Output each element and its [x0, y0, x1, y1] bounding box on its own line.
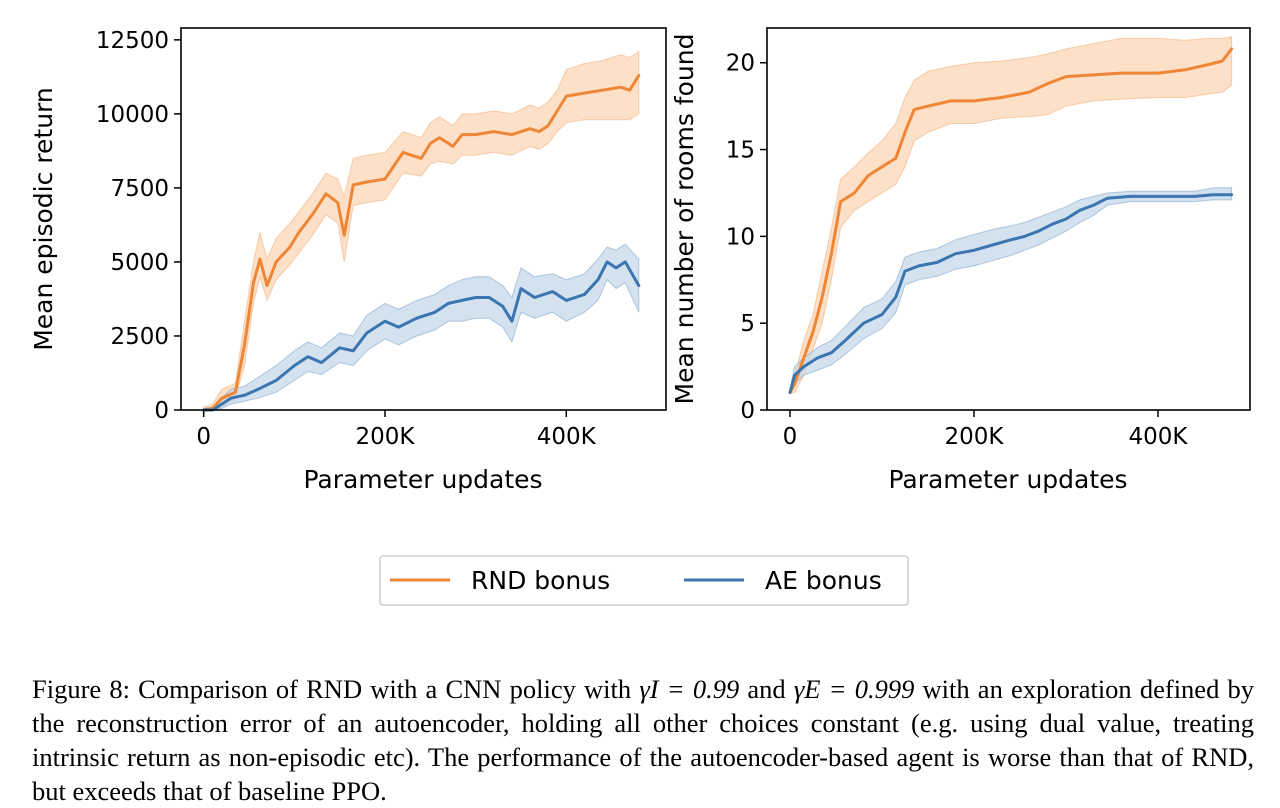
figure-caption: Figure 8: Comparison of RND with a CNN p… [32, 672, 1254, 808]
rooms-ytick-label: 10 [726, 224, 755, 250]
return-ae-bonus-line [202, 260, 641, 412]
legend-box [379, 555, 909, 606]
rooms-ae-bonus-line [788, 193, 1234, 395]
caption-gamma-e: γE = 0.999 [793, 674, 915, 704]
return-xtick-label: 200K [355, 424, 415, 450]
rooms-ytick-label: 0 [740, 398, 755, 424]
caption-mid: and [739, 674, 794, 704]
return-ytick-label: 0 [154, 398, 169, 424]
caption-gamma-i: γI = 0.99 [639, 674, 740, 704]
rooms-ticks: 0 200K 400K 0 5 10 15 20 [726, 51, 1189, 450]
return-ticks: 0 200K 400K 0 2500 5000 7500 10000 12500 [96, 28, 597, 450]
legend: RND bonus AE bonus [379, 555, 909, 606]
caption-suffix: with an exploration defined by the recon… [32, 674, 1255, 806]
rooms-ytick-label: 15 [726, 138, 755, 164]
legend-rnd-label: RND bonus [471, 566, 610, 595]
rooms-xlabel: Parameter updates [888, 465, 1127, 494]
caption-prefix: Figure 8: Comparison of RND with a CNN p… [32, 674, 640, 704]
legend-ae-label: AE bonus [765, 566, 882, 595]
return-xtick-label: 0 [196, 424, 211, 450]
return-chart: 0 200K 400K 0 2500 5000 7500 10000 12500 Paramet… [29, 27, 667, 494]
rooms-chart: 0 200K 400K 0 5 10 15 20 Parameter updates Mean… [670, 27, 1251, 494]
return-lines [202, 73, 641, 412]
return-rnd-bonus-line [202, 73, 641, 412]
return-ae-bonus-band [203, 243, 640, 411]
rooms-ytick-label: 20 [726, 51, 755, 77]
rooms-rnd-bonus-band [789, 36, 1233, 394]
return-ytick-label: 10000 [96, 102, 169, 128]
return-xtick-label: 400K [537, 424, 597, 450]
return-ylabel: Mean episodic return [29, 87, 58, 351]
return-ytick-label: 7500 [110, 176, 169, 202]
rooms-lines [788, 47, 1234, 395]
return-ytick-label: 12500 [96, 28, 169, 54]
return-ytick-label: 2500 [110, 324, 169, 350]
rooms-ylabel: Mean number of rooms found [670, 34, 699, 405]
return-ytick-label: 5000 [110, 250, 169, 276]
return-xlabel: Parameter updates [303, 465, 542, 494]
rooms-xtick-label: 400K [1129, 424, 1189, 450]
rooms-bands [789, 36, 1233, 394]
rooms-ae-bonus-band [789, 187, 1233, 393]
figure: 0 200K 400K 0 2500 5000 7500 10000 12500 Paramet… [29, 27, 1251, 606]
rooms-rnd-bonus-line [788, 47, 1234, 395]
rooms-ytick-label: 5 [740, 311, 755, 337]
return-plot-frame [180, 27, 667, 411]
return-bands [203, 50, 640, 411]
rooms-xtick-label: 200K [945, 424, 1005, 450]
return-rnd-bonus-band [203, 50, 640, 411]
rooms-xtick-label: 0 [783, 424, 798, 450]
rooms-plot-frame [766, 27, 1251, 411]
